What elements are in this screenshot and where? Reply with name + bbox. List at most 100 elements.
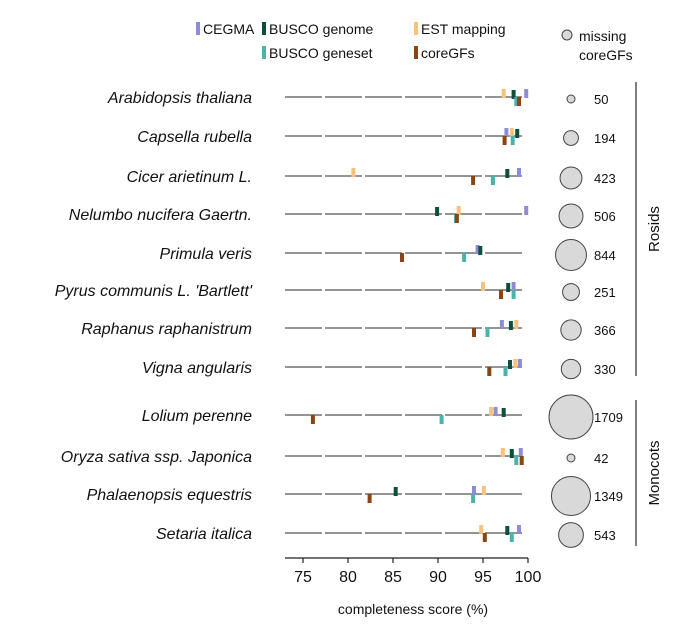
species-label: Vigna angularis (142, 360, 252, 377)
row-primula-veris: Primula veris 844 (160, 239, 616, 271)
species-label: Nelumbo nucifera Gaertn. (69, 207, 252, 224)
missing-coregfs-count: 506 (594, 209, 616, 224)
busco-geneset-mark (514, 456, 519, 465)
coregfs-mark (517, 97, 521, 106)
missing-coregfs-count: 194 (594, 131, 616, 146)
busco-genome-mark (505, 169, 510, 178)
est-mark (481, 486, 486, 495)
missing-coregfs-circle (550, 475, 592, 517)
missing-coregfs-circle (560, 319, 582, 341)
row-vigna-angularis: Vigna angularis 330 (142, 358, 616, 380)
x-tick-label: 75 (294, 569, 312, 586)
busco-geneset-mark (514, 97, 519, 106)
busco-geneset-mark (462, 253, 467, 262)
cegma-mark (517, 168, 521, 177)
missing-coregfs-circle (562, 283, 580, 301)
species-label: Phalaenopsis equestris (87, 487, 252, 504)
est-mark (501, 89, 506, 98)
row-nelumbo-nucifera-gaertn: Nelumbo nucifera Gaertn. 506 (69, 203, 616, 229)
est-mark (481, 282, 485, 291)
cegma-mark (504, 128, 509, 137)
legend-label-busco-genome: BUSCO genome (269, 21, 373, 37)
row-arabidopsis-thaliana: Arabidopsis thaliana 50 (107, 89, 608, 107)
x-tick-label: 100 (515, 569, 542, 586)
cegma-mark (475, 245, 480, 254)
legend: CEGMA BUSCO genome EST mapping BUSCO genese… (196, 21, 633, 63)
row-setaria-italica: Setaria italica 543 (156, 522, 616, 548)
missing-coregfs-count: 543 (594, 528, 616, 543)
legend-label-est: EST mapping (421, 21, 506, 37)
coregfs-mark (487, 367, 492, 376)
busco-genome-mark (505, 526, 510, 535)
x-tick-label: 95 (474, 569, 492, 586)
missing-coregfs-count: 844 (594, 248, 616, 263)
busco-genome-mark (501, 408, 506, 417)
busco-genome-mark (393, 487, 398, 496)
missing-coregfs-count: 1709 (594, 410, 623, 425)
est-mark (489, 407, 494, 416)
missing-coregfs-circle (548, 394, 594, 440)
legend-swatch-busco-geneset (262, 46, 266, 59)
legend-label-coregfs: coreGFs (421, 45, 475, 61)
cegma-mark (472, 486, 476, 495)
busco-genome-mark (508, 321, 513, 330)
x-axis-label: completeness score (%) (338, 601, 488, 617)
busco-genome-mark (508, 360, 512, 369)
coregfs-mark (499, 290, 503, 299)
est-mark (500, 448, 505, 457)
missing-coregfs-count: 366 (594, 323, 616, 338)
busco-genome-mark (511, 90, 516, 99)
est-mark (513, 359, 518, 368)
x-tick-label: 80 (339, 569, 357, 586)
missing-coregfs-circle (566, 94, 576, 104)
coregfs-mark (310, 415, 315, 424)
cegma-mark (493, 407, 498, 416)
busco-geneset-mark (510, 136, 515, 145)
row-phalaenopsis-equestris: Phalaenopsis equestris 1349 (87, 475, 623, 517)
est-mark (509, 128, 514, 137)
x-axis: 75 80 85 90 95 100 (285, 557, 542, 586)
row-capsella-rubella: Capsella rubella 194 (137, 128, 616, 146)
missing-coregfs-circle (566, 453, 576, 463)
plot-rows: Arabidopsis thaliana 50 Capsella rubella 19… (55, 89, 623, 548)
cegma-mark (517, 359, 522, 368)
busco-genome-mark (509, 449, 514, 458)
species-label: Pyrus communis L. 'Bartlett' (55, 283, 253, 300)
est-mark (514, 320, 519, 329)
busco-geneset-mark (503, 367, 508, 376)
cegma-mark (511, 282, 516, 291)
species-label: Setaria italica (156, 526, 252, 543)
legend-label-busco-geneset: BUSCO geneset (269, 45, 373, 61)
est-mark (479, 525, 484, 534)
busco-genome-mark (506, 283, 511, 292)
species-label: Primula veris (160, 246, 252, 263)
cegma-mark (518, 448, 523, 457)
cegma-mark (499, 320, 504, 329)
missing-coregfs-count: 423 (594, 171, 616, 186)
species-label: Lolium perenne (142, 408, 252, 425)
group-brackets: Rosids Monocots (635, 82, 663, 546)
row-raphanus-raphanistrum: Raphanus raphanistrum 366 (81, 319, 616, 341)
missing-coregfs-circle (558, 203, 584, 229)
missing-coregfs-circle (555, 239, 587, 271)
row-lolium-perenne: Lolium perenne 1709 (142, 394, 623, 440)
legend-swatch-est (414, 22, 418, 35)
est-mark (456, 206, 461, 215)
x-tick-label: 85 (384, 569, 402, 586)
busco-genome-mark (435, 207, 440, 216)
missing-coregfs-circle (560, 358, 582, 380)
coregfs-mark (400, 253, 404, 262)
coregfs-mark (454, 214, 459, 223)
missing-coregfs-count: 50 (594, 92, 608, 107)
coregfs-mark (471, 176, 476, 185)
missing-coregfs-count: 330 (594, 362, 616, 377)
missing-coregfs-circle (559, 166, 583, 190)
group-label-rosids: Rosids (646, 206, 663, 252)
coregfs-mark (519, 456, 524, 465)
busco-geneset-mark (511, 290, 516, 299)
row-cicer-arietinum-l: Cicer arietinum L. 423 (127, 166, 616, 190)
legend-circle-label-line2: coreGFs (579, 47, 633, 63)
busco-geneset-mark (439, 415, 444, 424)
species-label: Capsella rubella (137, 129, 252, 146)
